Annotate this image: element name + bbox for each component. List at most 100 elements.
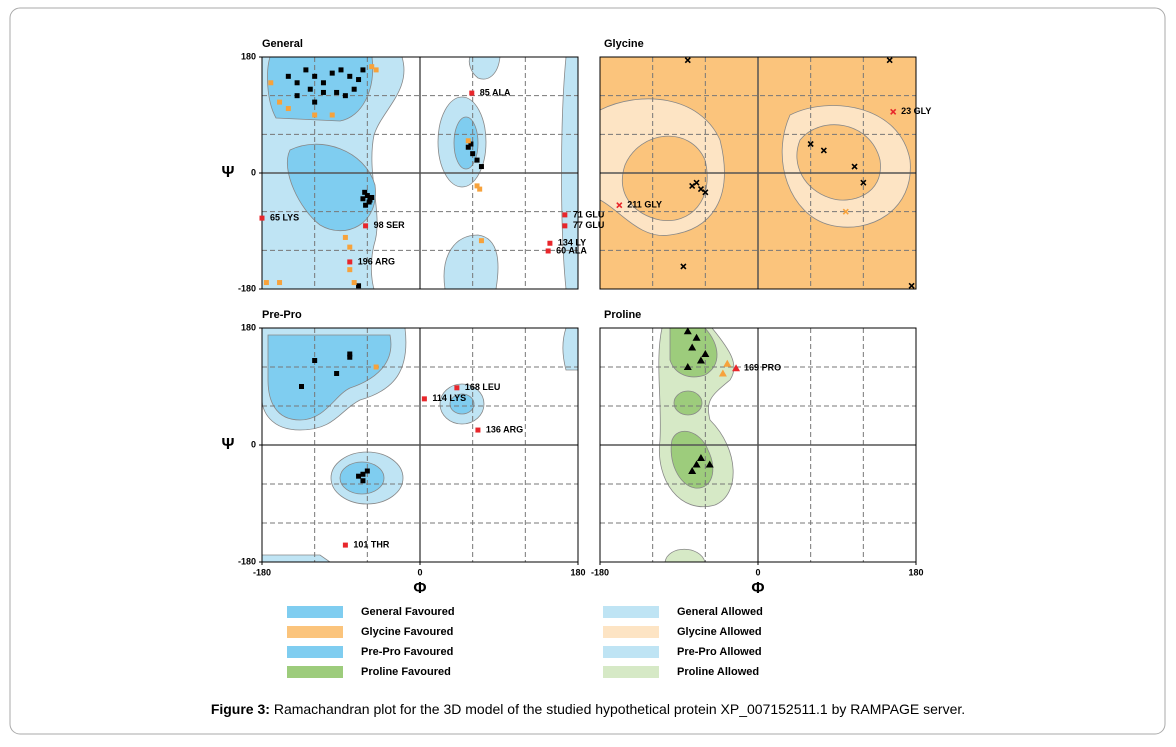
point-label: 136 ARG: [486, 424, 523, 434]
point: [342, 234, 348, 240]
x-tick-label: 0: [755, 567, 760, 577]
point: [680, 263, 687, 270]
point: [369, 64, 375, 70]
point: [367, 197, 373, 203]
point: [478, 164, 484, 170]
point: [369, 194, 375, 200]
x-tick-label: 180: [570, 567, 585, 577]
point: [312, 99, 318, 105]
panel: Glycine 211 GLY 23 GLY: [599, 38, 931, 290]
point: [338, 67, 344, 73]
point: [347, 354, 353, 360]
point: [360, 196, 366, 202]
point: [689, 182, 696, 189]
legend-label: Glycine Favoured: [361, 626, 453, 638]
point: [692, 460, 701, 468]
point: [693, 179, 700, 186]
point: [259, 215, 265, 221]
point: [347, 259, 353, 265]
panel-title: Proline: [604, 309, 641, 321]
y-tick-label: 0: [251, 167, 256, 177]
legend-label: Proline Favoured: [361, 666, 451, 678]
point-label: 134 LY: [558, 238, 586, 248]
y-tick-label: -180: [238, 556, 256, 566]
point: [477, 186, 483, 192]
caption-text: Ramachandran plot for the 3D model of th…: [270, 701, 965, 717]
point: [351, 86, 357, 92]
point-label: 71 GLU: [573, 209, 605, 219]
point-label: 211 GLY: [627, 200, 662, 210]
point: [303, 67, 309, 73]
point: [299, 384, 304, 389]
point: [285, 73, 291, 79]
point: [277, 99, 283, 105]
legend-label: Proline Allowed: [677, 666, 759, 678]
point: [334, 371, 340, 376]
point: [360, 67, 366, 73]
point-label: 168 LEU: [465, 382, 501, 392]
point: [688, 467, 697, 474]
point: [886, 57, 893, 64]
point: [342, 542, 348, 548]
point: [294, 93, 300, 99]
point: [329, 112, 335, 118]
point: [474, 183, 480, 189]
point: [373, 67, 379, 73]
point: [465, 138, 471, 144]
legend-swatch: [603, 606, 659, 618]
point: [562, 223, 568, 229]
frame: [9, 7, 1166, 735]
point: [362, 189, 368, 195]
x-axis-label: Φ: [751, 580, 764, 597]
point: [696, 356, 705, 364]
point: [320, 80, 326, 86]
point: [851, 163, 858, 170]
point-label: 60 ALA: [556, 245, 587, 255]
point: [312, 358, 318, 363]
point: [294, 80, 300, 86]
legend-swatch: [287, 646, 343, 658]
point: [356, 77, 362, 83]
point: [307, 86, 313, 92]
legend-label: Pre-Pro Allowed: [677, 646, 762, 658]
panel-title: Pre-Pro: [262, 309, 302, 321]
point: [705, 460, 714, 468]
point-label: 169 PRO: [744, 363, 781, 373]
point-label: 23 GLY: [901, 106, 931, 116]
point: [474, 157, 480, 163]
point: [688, 343, 697, 351]
point: [562, 212, 568, 218]
point: [268, 80, 274, 86]
point: [683, 327, 692, 335]
point-label: 77 GLU: [573, 220, 605, 230]
point: [469, 90, 475, 96]
point: [334, 89, 340, 95]
point: [320, 89, 326, 95]
point: [351, 280, 357, 286]
legend-label: General Favoured: [361, 606, 455, 618]
point: [454, 385, 460, 391]
point: [285, 106, 291, 112]
point: [465, 144, 471, 150]
point: [364, 468, 370, 474]
legend-swatch: [603, 626, 659, 638]
point: [363, 202, 369, 208]
y-axis-label: Ψ: [222, 436, 235, 453]
point-label: 85 ALA: [480, 87, 511, 97]
point: [701, 350, 710, 357]
x-tick-label: -180: [591, 567, 609, 577]
point: [545, 248, 551, 254]
point: [468, 141, 474, 147]
point: [616, 202, 623, 209]
panel: General 180 0 -180 Ψ 65 LYS 98 SER 85 ALA 71 GLU…: [222, 38, 605, 293]
point: [732, 364, 741, 372]
panel-title: General: [262, 38, 303, 50]
point-label: 196 ARG: [358, 256, 395, 266]
point: [356, 283, 362, 289]
point: [360, 478, 366, 484]
point: [683, 363, 692, 370]
point-label: 114 LYS: [432, 393, 466, 403]
point: [842, 208, 849, 215]
panel: Proline -180 0 180 Φ 169 PRO: [591, 309, 924, 597]
